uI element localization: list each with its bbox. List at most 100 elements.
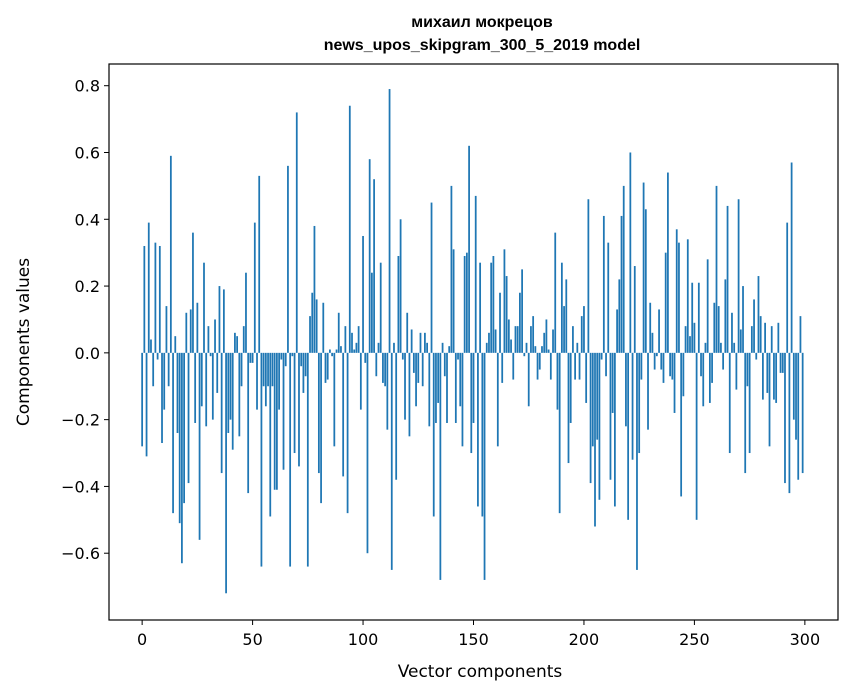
bar-70 xyxy=(295,112,298,353)
bar-245 xyxy=(682,352,685,397)
bar-266 xyxy=(728,352,731,454)
bar-103 xyxy=(368,159,371,353)
bar-195 xyxy=(572,326,574,353)
bar-193 xyxy=(567,352,570,464)
bar-250 xyxy=(693,322,696,353)
bar-126 xyxy=(419,332,422,353)
bar-110 xyxy=(384,352,387,387)
bar-243 xyxy=(678,242,680,353)
bar-131 xyxy=(430,202,433,353)
bar-82 xyxy=(322,302,325,353)
bar-235 xyxy=(660,352,663,370)
bar-80 xyxy=(317,352,320,474)
bar-42 xyxy=(234,332,236,353)
bar-289 xyxy=(779,352,782,373)
bar-178 xyxy=(534,346,537,353)
bar-155 xyxy=(483,352,486,580)
bar-270 xyxy=(737,199,740,353)
bar-127 xyxy=(421,352,424,387)
bar-41 xyxy=(231,352,234,450)
bar-72 xyxy=(300,352,303,367)
bar-147 xyxy=(465,252,468,353)
bar-8 xyxy=(158,245,161,353)
bar-3 xyxy=(147,222,150,353)
bar-153 xyxy=(479,262,482,353)
bar-183 xyxy=(545,319,548,353)
bar-162 xyxy=(499,292,501,353)
bar-133 xyxy=(435,352,437,423)
bar-210 xyxy=(605,352,607,377)
bar-60 xyxy=(273,352,276,490)
bar-93 xyxy=(346,352,349,514)
y-tick-label: 0.2 xyxy=(75,277,100,296)
bar-286 xyxy=(773,352,775,400)
x-tick-label: 300 xyxy=(790,630,821,649)
bar-223 xyxy=(633,266,636,353)
bar-30 xyxy=(207,326,210,353)
bar-124 xyxy=(415,352,417,407)
x-tick-label: 250 xyxy=(679,630,710,649)
bar-105 xyxy=(373,179,375,353)
bar-176 xyxy=(530,326,532,353)
bar-6 xyxy=(154,242,157,353)
bar-213 xyxy=(611,352,614,413)
bar-13 xyxy=(169,155,172,353)
bar-118 xyxy=(401,352,404,360)
y-axis-label: Components values xyxy=(14,258,34,426)
bar-81 xyxy=(320,352,322,504)
bar-24 xyxy=(194,352,197,423)
bar-39 xyxy=(227,352,230,433)
bar-255 xyxy=(704,342,707,353)
bar-83 xyxy=(324,352,327,383)
bar-59 xyxy=(271,352,274,387)
bar-254 xyxy=(702,352,705,407)
bar-227 xyxy=(642,182,645,353)
bar-84 xyxy=(326,352,329,380)
bar-119 xyxy=(404,352,406,420)
bar-21 xyxy=(187,352,190,484)
bar-262 xyxy=(720,342,722,353)
bar-170 xyxy=(516,326,519,353)
bar-142 xyxy=(454,352,457,423)
bar-117 xyxy=(399,219,402,353)
bar-65 xyxy=(284,352,287,367)
bar-264 xyxy=(724,279,727,353)
bar-251 xyxy=(695,352,698,520)
bar-150 xyxy=(472,352,475,423)
bar-217 xyxy=(620,215,623,353)
bar-76 xyxy=(309,316,311,353)
bar-249 xyxy=(691,282,694,353)
bar-189 xyxy=(558,352,561,514)
bar-10 xyxy=(163,352,166,410)
bar-46 xyxy=(242,326,245,353)
x-axis-label: Vector components xyxy=(398,662,563,682)
bar-125 xyxy=(417,352,420,383)
bar-257 xyxy=(708,352,711,403)
bar-271 xyxy=(739,329,742,353)
x-tick-label: 50 xyxy=(242,630,262,649)
bar-297 xyxy=(797,352,800,480)
bar-11 xyxy=(165,306,168,353)
bar-272 xyxy=(742,286,744,353)
bar-2 xyxy=(145,352,148,457)
bar-107 xyxy=(377,342,380,353)
bar-156 xyxy=(485,342,488,353)
bar-196 xyxy=(574,352,576,380)
bar-55 xyxy=(262,352,265,387)
bar-108 xyxy=(379,262,382,353)
bar-269 xyxy=(735,352,738,390)
bar-136 xyxy=(441,342,444,353)
bar-90 xyxy=(340,346,342,353)
bar-158 xyxy=(490,262,493,353)
bar-164 xyxy=(503,249,506,353)
bar-5 xyxy=(152,352,155,387)
bar-201 xyxy=(585,352,588,403)
bar-268 xyxy=(733,342,736,353)
bar-218 xyxy=(622,185,625,353)
bar-296 xyxy=(795,352,797,440)
bar-89 xyxy=(337,312,340,353)
bar-252 xyxy=(697,282,700,353)
y-tick-label: 0.8 xyxy=(75,77,100,96)
bar-175 xyxy=(527,352,530,407)
bar-135 xyxy=(439,352,442,580)
